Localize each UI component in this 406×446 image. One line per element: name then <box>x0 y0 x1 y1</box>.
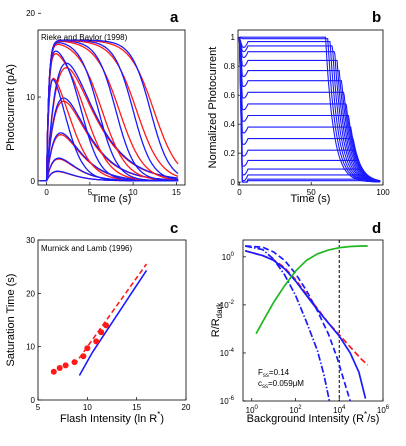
panel-a-plot-area: 0 5 10 15 0 10 20 <box>26 9 181 197</box>
panel-b-normalized-trace <box>238 37 381 183</box>
panel-b-normalized-trace <box>238 37 381 182</box>
panel-b-x-axis-label: Time (s) <box>291 193 331 205</box>
panel-d-y-tick-label: 10-6 <box>220 396 235 406</box>
panel-a-measured-trace <box>39 100 179 182</box>
panel-a-frame <box>37 29 186 186</box>
panel-c: 5 10 15 20 0 10 20 30 Murnick and Lamb (1996) c… <box>5 220 191 425</box>
panel-c-data-point <box>84 345 91 352</box>
panel-d-x-tick-label: 100 <box>246 405 259 415</box>
panel-d-x-axis-label: Background Intensity (R*/s) <box>247 410 380 425</box>
panel-d-label: d <box>372 220 381 237</box>
panel-b-normalized-trace <box>238 37 381 182</box>
panel-a-x-tick-label: 0 <box>44 188 49 197</box>
panel-d-red-dashed-curve <box>244 249 369 366</box>
panel-c-data-point <box>71 359 78 366</box>
panel-d-x-tick-label: 102 <box>289 405 302 415</box>
panel-c-label: c <box>170 220 178 237</box>
panel-a: 0 5 10 15 0 10 20 Rieke and Baylor (1998) a Ti… <box>5 9 186 205</box>
panel-b-normalized-trace <box>238 37 381 182</box>
panel-b-y-axis-label: Normalized Photocurrent <box>207 47 219 169</box>
panel-a-x-tick-label: 10 <box>129 188 138 197</box>
panel-b-normalized-trace <box>238 37 381 183</box>
panel-c-source-annotation: Murnick and Lamb (1996) <box>41 244 132 253</box>
panel-b-y-tick-label: 0.8 <box>224 62 236 71</box>
panel-a-source-annotation: Rieke and Baylor (1998) <box>41 33 128 42</box>
panel-c-data-point <box>103 322 110 329</box>
panel-b-normalized-trace <box>238 37 381 182</box>
panel-b-y-tick-label: 0.6 <box>224 91 236 100</box>
panel-c-y-tick-label: 10 <box>26 343 35 352</box>
panel-c-x-tick-label: 5 <box>36 403 41 412</box>
panel-b-x-tick-label: 0 <box>237 188 242 197</box>
panel-b-label: b <box>372 9 381 26</box>
panel-c-model-line <box>78 269 148 376</box>
panel-b-normalized-trace <box>238 37 381 183</box>
panel-d-y-tick-label: 10-4 <box>220 348 235 358</box>
panel-b-x-tick-label: 100 <box>376 188 390 197</box>
panel-b-normalized-trace <box>238 37 381 183</box>
panel-c-data-point <box>56 365 63 371</box>
panel-b-y-tick-label: 0 <box>231 178 236 187</box>
panel-b-normalized-trace <box>238 37 381 182</box>
panel-d-y-axis-label: R/Rdark <box>210 302 224 338</box>
panel-d-param-fss: Fss=0.14 <box>258 368 290 379</box>
panel-b-frame <box>237 29 384 186</box>
panel-b-normalized-trace <box>238 37 381 182</box>
panel-b-x-tick-label: 50 <box>307 188 316 197</box>
panel-b-y-tick-label: 0.4 <box>224 120 236 129</box>
panel-d-param-css: css=0.059μM <box>258 379 304 390</box>
panel-a-y-tick-label: 10 <box>26 93 35 102</box>
panel-c-x-tick-label: 20 <box>182 403 191 412</box>
panel-a-x-axis-label: Time (s) <box>92 193 132 205</box>
panel-d-green-solid-curve <box>255 245 368 335</box>
panel-a-y-tick-label: 20 <box>26 9 35 18</box>
panel-a-label: a <box>170 9 179 26</box>
panel-a-model-trace <box>39 42 179 182</box>
panel-c-x-tick-label: 10 <box>83 403 92 412</box>
panel-b-normalized-trace <box>238 37 381 182</box>
panel-a-model-trace <box>39 157 179 182</box>
panel-d-blue-solid-curve <box>244 249 367 399</box>
panel-b-normalized-trace <box>238 37 381 182</box>
panel-c-x-axis-label: Flash Intensity (ln R*) <box>60 410 164 425</box>
panel-c-y-axis-label: Saturation Time (s) <box>5 274 17 367</box>
panel-d-x-tick-label: 104 <box>333 405 346 415</box>
panel-a-x-tick-label: 5 <box>88 188 93 197</box>
panel-c-data-point <box>80 353 87 360</box>
panel-c-data-point <box>50 368 57 375</box>
panel-d-blue-dashdot-curve <box>245 245 331 402</box>
panel-b-normalized-trace <box>238 37 381 183</box>
panel-c-data-point <box>62 362 69 369</box>
panel-c-y-tick-label: 0 <box>31 396 36 405</box>
panel-a-model-trace <box>39 39 179 182</box>
panel-b-y-tick-label: 1 <box>231 33 236 42</box>
panel-b-normalized-trace <box>238 37 381 183</box>
panel-a-measured-trace <box>39 40 179 182</box>
panel-a-y-tick-label: 0 <box>31 177 36 186</box>
panel-d-frame <box>242 239 384 402</box>
panel-b: 0 50 100 0 0.2 0.4 0.6 0.8 1 b Time (s) Normaliz… <box>207 9 390 205</box>
panel-c-y-tick-label: 30 <box>26 236 35 245</box>
panel-d-blue-dashed-curve <box>245 245 352 402</box>
panel-c-x-tick-label: 15 <box>132 403 141 412</box>
panel-c-frame <box>37 239 187 401</box>
panel-c-data-point <box>93 338 100 345</box>
panel-c-data-point <box>98 329 105 336</box>
panel-c-plot-area: 5 10 15 20 0 10 20 30 <box>26 236 191 412</box>
panel-b-normalized-trace <box>238 37 381 182</box>
panel-a-x-tick-label: 15 <box>172 188 181 197</box>
panel-a-y-axis-label: Photocurrent (pA) <box>5 64 17 151</box>
panel-b-normalized-trace <box>238 37 381 183</box>
panel-d-y-tick-label: 10-2 <box>220 300 235 310</box>
panel-d-plot-area: 100 102 104 106 10-6 10-4 10-2 100 <box>220 240 390 415</box>
panel-d: 100 102 104 106 10-6 10-4 10-2 100 Fss=0.14 css… <box>210 220 390 425</box>
panel-b-normalized-trace <box>239 36 381 183</box>
panel-d-y-tick-label: 100 <box>222 252 235 262</box>
panel-b-y-tick-label: 0.2 <box>224 149 236 158</box>
panel-b-plot-area: 0 50 100 0 0.2 0.4 0.6 0.8 1 <box>224 33 390 197</box>
panel-b-normalized-trace <box>238 37 381 182</box>
panel-c-y-tick-label: 20 <box>26 289 35 298</box>
panel-d-x-tick-label: 106 <box>377 405 390 415</box>
